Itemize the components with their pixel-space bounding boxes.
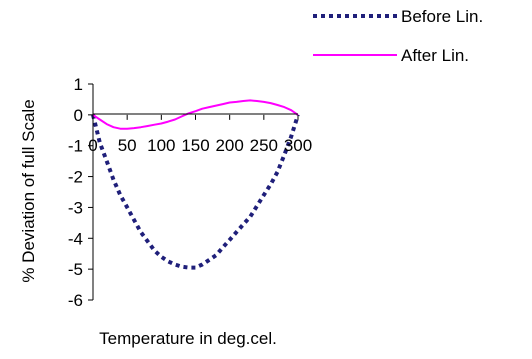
- x-tick-label: 300: [284, 136, 312, 155]
- y-axis-label: % Deviation of full Scale: [19, 99, 38, 282]
- series-layer: [91, 99, 300, 270]
- x-tick-label: 100: [147, 136, 175, 155]
- y-tick-layer: 1 0 -1 -2 -3 -4 -5 -6: [68, 75, 93, 310]
- y-tick-label: -4: [68, 229, 83, 248]
- x-tick-label: 250: [250, 136, 278, 155]
- after-lin-series-line: [92, 99, 299, 130]
- legend-label-after: After Lin.: [401, 46, 469, 65]
- x-tick-label: 0: [88, 136, 97, 155]
- legend-label-before: Before Lin.: [401, 7, 483, 26]
- y-tick-label: 0: [74, 106, 83, 125]
- legend: Before Lin. After Lin.: [313, 7, 483, 65]
- x-tick-layer: 0 50 100 150 200 250 300: [88, 114, 312, 155]
- x-axis-label: Temperature in deg.cel.: [99, 329, 277, 348]
- y-tick-label: -5: [68, 260, 83, 279]
- y-tick-label: -6: [68, 291, 83, 310]
- y-tick-label: 1: [74, 75, 83, 94]
- x-tick-label: 50: [118, 136, 137, 155]
- x-tick-label: 150: [181, 136, 209, 155]
- y-tick-label: -2: [68, 168, 83, 187]
- x-tick-label: 200: [215, 136, 243, 155]
- y-tick-label: -1: [68, 137, 83, 156]
- axes-layer: [92, 84, 298, 300]
- y-tick-label: -3: [68, 198, 83, 217]
- before-lin-series-line: [91, 114, 300, 270]
